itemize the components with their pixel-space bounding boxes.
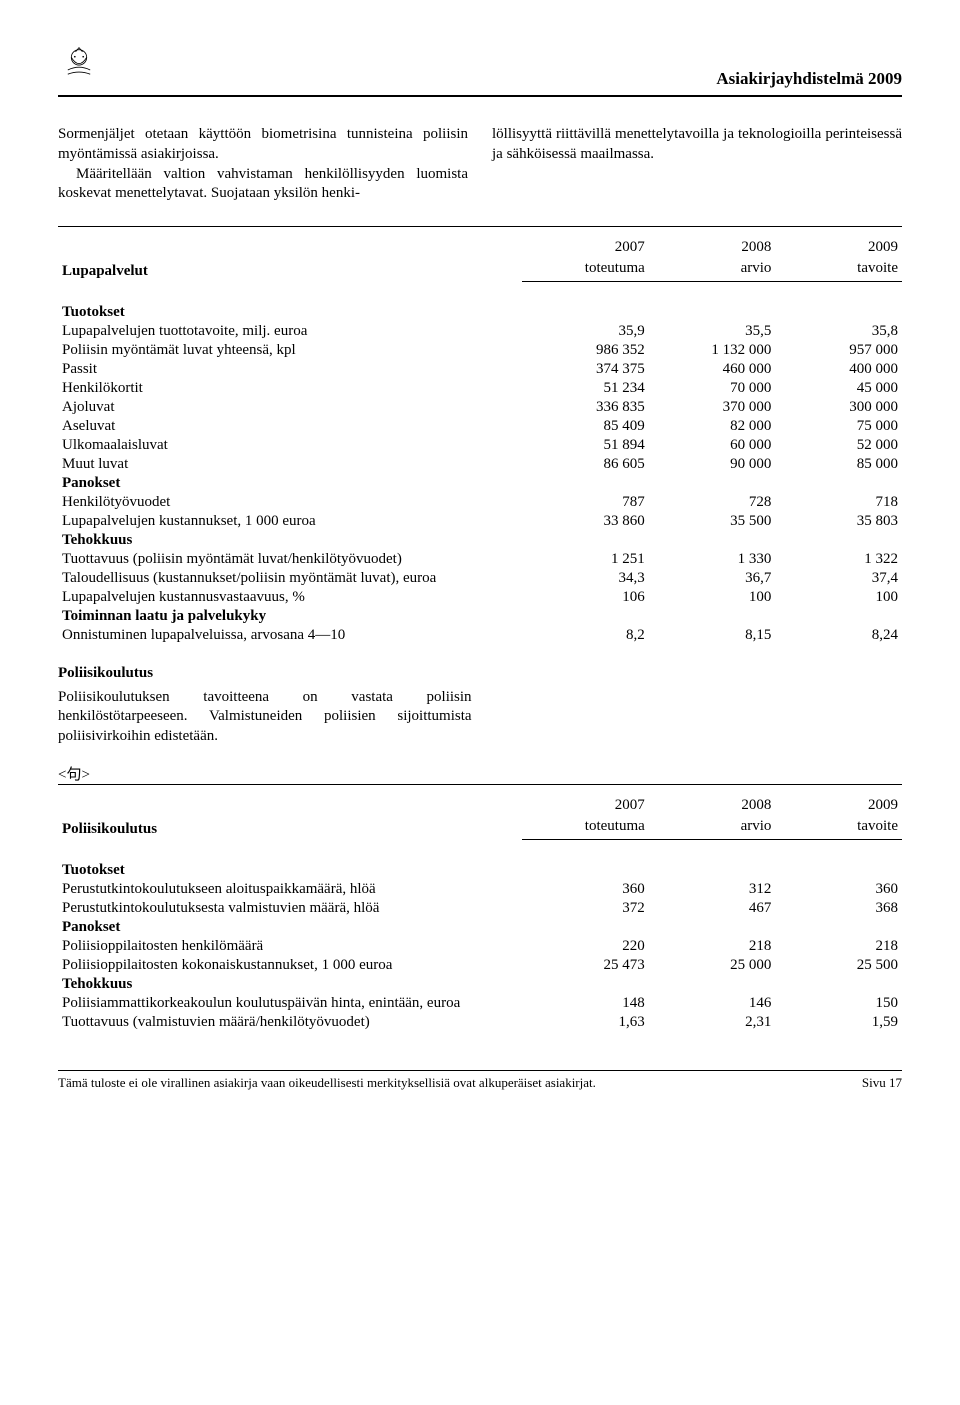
koulutus-tuotokset-heading: Tuotokset [58, 852, 902, 880]
koulutus-year-1: 2008 [649, 785, 776, 817]
lupa-sub-2: tavoite [775, 258, 902, 282]
lupa-header-label: Lupapalvelut [58, 227, 522, 282]
koulutus-para: Poliisikoulutuksen tavoitteena on vastat… [58, 688, 472, 747]
lupa-tehokkuus-heading: Tehokkuus [58, 531, 902, 550]
table-row: Passit374 375460 000400 000 [58, 360, 902, 379]
intro-left-p1: Sormenjäljet otetaan käyttöön biometrisi… [58, 125, 468, 165]
lupa-toiminnan-heading: Toiminnan laatu ja palvelukyky [58, 607, 902, 626]
table-row: Muut luvat86 60590 00085 000 [58, 455, 902, 474]
table-row: Lupapalvelujen tuottotavoite, milj. euro… [58, 322, 902, 341]
table-row: Aseluvat85 40982 00075 000 [58, 417, 902, 436]
intro-left: Sormenjäljet otetaan käyttöön biometrisi… [58, 125, 468, 204]
table-row: Taloudellisuus (kustannukset/poliisin my… [58, 569, 902, 588]
table-row: Ulkomaalaisluvat51 89460 00052 000 [58, 436, 902, 455]
lupa-year-1: 2008 [649, 227, 776, 259]
footer-note: Tämä tuloste ei ole virallinen asiakirja… [58, 1075, 596, 1091]
koulutus-panokset-heading: Panokset [58, 918, 902, 937]
koulutus-tehokkuus-heading: Tehokkuus [58, 975, 902, 994]
table-row: Lupapalvelujen kustannusvastaavuus, %106… [58, 588, 902, 607]
table-row: Ajoluvat336 835370 000300 000 [58, 398, 902, 417]
document-title: Asiakirjayhdistelmä 2009 [716, 69, 902, 89]
intro-right: löllisyyttä riittävillä menettelytavoill… [492, 125, 902, 204]
table-row: Henkilötyövuodet787728718 [58, 493, 902, 512]
intro-left-p2: Määritellään valtion vahvistaman henkilö… [58, 165, 468, 205]
emblem-icon [58, 42, 100, 89]
lupa-sub-1: arvio [649, 258, 776, 282]
lupa-sub-0: toteutuma [522, 258, 649, 282]
koulutus-year-2: 2009 [775, 785, 902, 817]
table-row: Lupapalvelujen kustannukset, 1 000 euroa… [58, 512, 902, 531]
intro-columns: Sormenjäljet otetaan käyttöön biometrisi… [58, 125, 902, 204]
table-row: Poliisin myöntämät luvat yhteensä, kpl98… [58, 341, 902, 360]
lupapalvelut-table: Lupapalvelut 2007 2008 2009 toteutuma ar… [58, 226, 902, 645]
table-row: Poliisioppilaitosten henkilömäärä2202182… [58, 937, 902, 956]
page-header: Asiakirjayhdistelmä 2009 [58, 42, 902, 97]
intro-right-p1: löllisyyttä riittävillä menettelytavoill… [492, 125, 902, 165]
table-row: Perustutkintokoulutuksesta valmistuvien … [58, 899, 902, 918]
table-row: Tuottavuus (valmistuvien määrä/henkilöty… [58, 1013, 902, 1032]
page-footer: Tämä tuloste ei ole virallinen asiakirja… [58, 1070, 902, 1091]
footer-page: Sivu 17 [862, 1075, 902, 1091]
table-row: Perustutkintokoulutukseen aloituspaikkam… [58, 880, 902, 899]
koulutus-sub-0: toteutuma [522, 816, 649, 840]
table-row: Poliisioppilaitosten kokonaiskustannukse… [58, 956, 902, 975]
koulutus-header-label: Poliisikoulutus [58, 785, 522, 840]
koulutus-sub-2: tavoite [775, 816, 902, 840]
koulutus-year-0: 2007 [522, 785, 649, 817]
lupa-year-2: 2009 [775, 227, 902, 259]
lupa-panokset-heading: Panokset [58, 474, 902, 493]
table-row: Poliisiammattikorkeakoulun koulutuspäivä… [58, 994, 902, 1013]
table-row: Henkilökortit51 23470 00045 000 [58, 379, 902, 398]
koulutus-table: Poliisikoulutus 2007 2008 2009 toteutuma… [58, 784, 902, 1032]
table-row: Onnistuminen lupapalveluissa, arvosana 4… [58, 626, 902, 645]
koulutus-heading: Poliisikoulutus [58, 665, 902, 682]
lupa-year-0: 2007 [522, 227, 649, 259]
lupa-tuotokset-heading: Tuotokset [58, 294, 902, 322]
table-row: Tuottavuus (poliisin myöntämät luvat/hen… [58, 550, 902, 569]
koulutus-sub-1: arvio [649, 816, 776, 840]
